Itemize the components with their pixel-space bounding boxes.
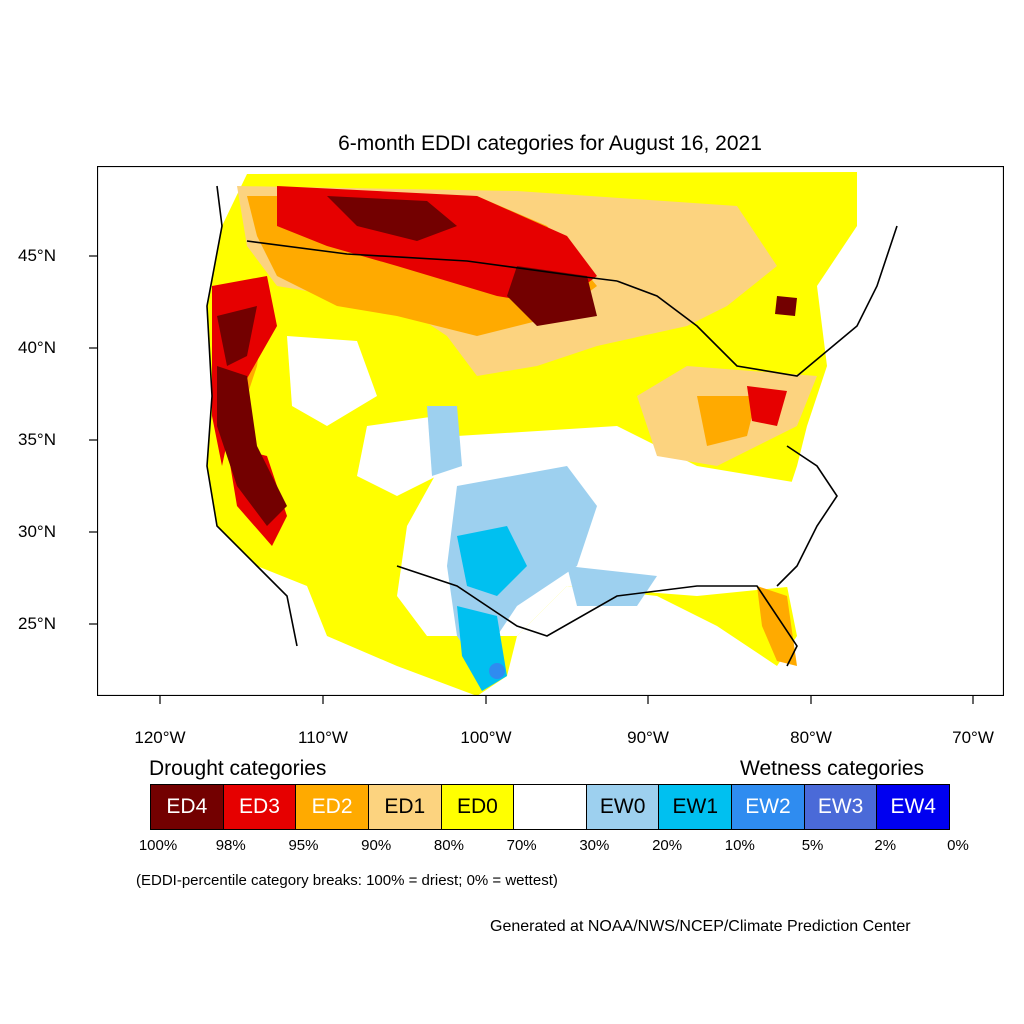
coastlines — [206, 185, 898, 667]
data-region — [207, 172, 857, 696]
break-label: 70% — [506, 837, 537, 854]
break-label: 20% — [652, 837, 683, 854]
eddi-map — [97, 166, 1004, 696]
break-label: 95% — [288, 837, 319, 854]
lon-label-80: 80°W — [790, 728, 832, 747]
lat-label-35: 35°N — [18, 430, 56, 449]
break-label: 90% — [361, 837, 392, 854]
drought-title: Drought categories — [149, 757, 327, 780]
lon-label-90: 90°W — [627, 728, 669, 747]
legend-cell-ew0: EW0 — [586, 785, 660, 829]
lon-label-120: 120°W — [134, 728, 186, 747]
legend-cell-ed1: ED1 — [368, 785, 442, 829]
lat-label-40: 40°N — [18, 338, 56, 357]
lon-label-100: 100°W — [460, 728, 512, 747]
break-label: 0% — [947, 837, 969, 854]
break-label: 10% — [724, 837, 755, 854]
category-note: (EDDI-percentile category breaks: 100% =… — [136, 872, 558, 889]
break-label: 80% — [433, 837, 464, 854]
legend-cell-ed3: ED3 — [223, 785, 297, 829]
lat-label-25: 25°N — [18, 614, 56, 633]
legend-cell-ed4: ED4 — [151, 785, 224, 829]
lon-ticks — [159, 696, 974, 704]
break-label: 2% — [874, 837, 897, 854]
lat-ticks — [89, 255, 97, 625]
legend-cell-ed0: ED0 — [441, 785, 515, 829]
wetness-title: Wetness categories — [740, 757, 925, 780]
break-label: 5% — [801, 837, 824, 854]
break-label: 100% — [138, 837, 178, 854]
lat-label-30: 30°N — [18, 522, 56, 541]
break-label: 98% — [215, 837, 246, 854]
lat-label-45: 45°N — [18, 246, 56, 265]
legend-cell-ew3: EW3 — [804, 785, 878, 829]
legend-cell-ew1: EW1 — [659, 785, 733, 829]
legend-cell-ew2: EW2 — [732, 785, 805, 829]
legend-bar: ED4 ED3 ED2 ED1 ED0 EW0 EW1 EW2 EW3 EW4 — [150, 784, 950, 830]
legend-cell-normal — [514, 785, 587, 829]
lon-label-110: 110°W — [298, 728, 348, 747]
lon-label-70: 70°W — [952, 728, 994, 747]
legend-cell-ew4: EW4 — [877, 785, 950, 829]
map-title: 6-month EDDI categories for August 16, 2… — [338, 132, 762, 155]
legend-cell-ed2: ED2 — [296, 785, 369, 829]
break-label: 30% — [579, 837, 610, 854]
credit-line: Generated at NOAA/NWS/NCEP/Climate Predi… — [490, 918, 911, 935]
